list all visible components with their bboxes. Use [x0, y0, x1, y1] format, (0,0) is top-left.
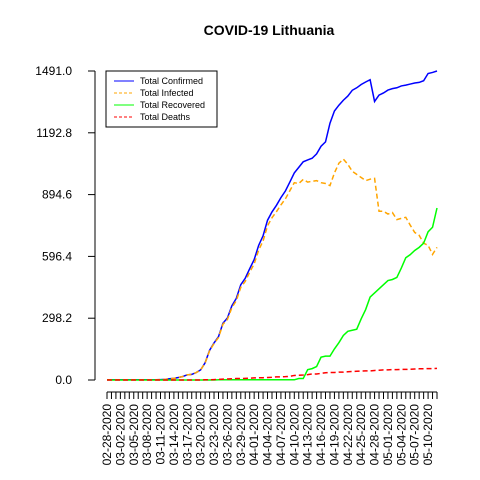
legend-entry: Total Confirmed: [140, 76, 203, 86]
chart-title: COVID-19 Lithuania: [204, 22, 335, 38]
x-tick-label: 03-08-2020: [140, 404, 154, 466]
x-tick-label: 03-26-2020: [220, 404, 234, 466]
y-tick-label: 1192.8: [36, 126, 72, 140]
legend-box: [105, 70, 218, 128]
y-tick-label: 894.6: [42, 188, 72, 202]
legend-entry: Total Recovered: [140, 100, 205, 110]
axes-layer: 0.0 298.2 596.4 894.6 1192.8 1491.0 02-28-2020…: [35, 64, 438, 466]
x-tick-label: 04-19-2020: [327, 404, 341, 466]
x-tick-label: 04-13-2020: [301, 404, 315, 466]
x-tick-label: 03-05-2020: [127, 404, 141, 466]
x-tick-label: 04-10-2020: [287, 404, 301, 466]
x-tick-label: 03-20-2020: [194, 404, 208, 466]
x-tick-label: 04-16-2020: [314, 404, 328, 466]
x-tick-label: 04-28-2020: [368, 404, 382, 466]
x-tick-label: 05-07-2020: [408, 404, 422, 466]
x-tick-label: 03-29-2020: [234, 404, 248, 466]
x-tick-label: 04-07-2020: [274, 404, 288, 466]
x-tick-label: 03-14-2020: [167, 404, 181, 466]
legend-entry: Total Deaths: [140, 112, 191, 122]
x-tick-label: 03-02-2020: [113, 404, 127, 466]
x-tick-label: 03-23-2020: [207, 404, 221, 466]
x-tick-label: 04-01-2020: [247, 404, 261, 466]
y-tick-label: 0.0: [55, 373, 72, 387]
y-tick-label: 298.2: [42, 311, 72, 325]
x-tick-label: 03-17-2020: [180, 404, 194, 466]
series-line-total-infected: [107, 158, 438, 381]
x-tick-label: 02-28-2020: [100, 404, 114, 466]
y-tick-label: 1491.0: [35, 64, 72, 78]
x-tick-label: 04-04-2020: [261, 404, 275, 466]
x-tick-label: 05-01-2020: [381, 404, 395, 466]
series-line-total-deaths: [107, 367, 438, 381]
y-tick-label: 596.4: [42, 249, 72, 263]
chart-legend: Total Confirmed Total Infected Total Recov…: [105, 70, 218, 128]
x-tick-label: 05-04-2020: [394, 404, 408, 466]
x-tick-label: 04-22-2020: [341, 404, 355, 466]
x-tick-label: 05-10-2020: [421, 404, 435, 466]
x-tick-label: 03-11-2020: [154, 404, 168, 465]
legend-entry: Total Infected: [140, 88, 194, 98]
x-tick-label: 04-25-2020: [354, 404, 368, 466]
series-line-total-recovered: [107, 207, 438, 381]
series-layer: [107, 70, 438, 381]
